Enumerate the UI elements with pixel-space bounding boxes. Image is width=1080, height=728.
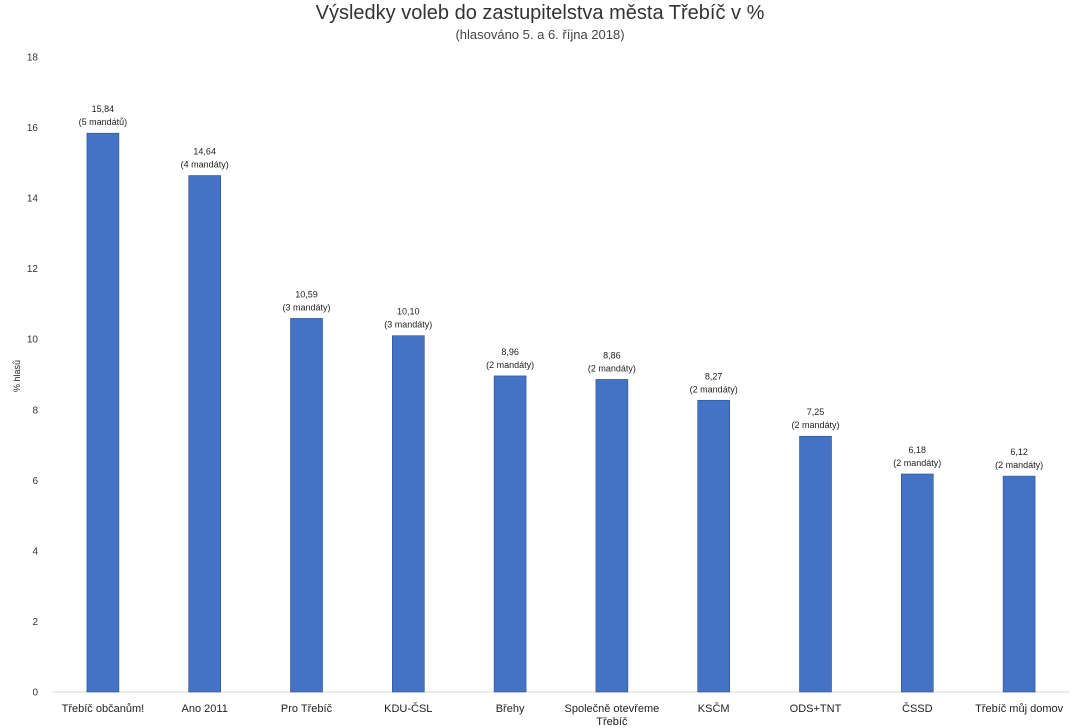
data-label-seats: (3 mandáty) — [384, 320, 432, 330]
bar — [290, 318, 323, 693]
data-label-value: 6,18 — [909, 445, 927, 455]
y-tick-label: 2 — [32, 617, 38, 628]
category-label: Ano 2011 — [182, 703, 228, 715]
y-tick-label: 8 — [32, 405, 38, 416]
bar — [493, 375, 527, 693]
y-tick-label: 14 — [27, 194, 39, 205]
data-label-value: 7,25 — [807, 407, 825, 417]
data-label-value: 14,64 — [193, 147, 216, 157]
category-label: Třebíč občanům! — [62, 703, 145, 715]
data-label-seats: (2 mandáty) — [588, 363, 636, 373]
category-labels: Třebíč občanům! Ano 2011 Pro Třebíč KDU-ČSL… — [62, 702, 1064, 728]
data-label-seats: (2 mandáty) — [791, 420, 839, 430]
bar — [1002, 475, 1036, 693]
y-tick-label: 0 — [32, 688, 38, 699]
bar — [391, 335, 425, 693]
category-label: Pro Třebíč — [281, 703, 333, 715]
y-tick-label: 6 — [32, 476, 38, 487]
category-label: Společně otevřeme Třebíč — [565, 703, 660, 728]
bar — [697, 399, 731, 693]
data-label-value: 10,10 — [397, 307, 420, 317]
data-label-value: 8,27 — [705, 371, 723, 381]
data-label-seats: (3 mandáty) — [282, 302, 330, 312]
data-label-seats: (2 mandáty) — [893, 458, 941, 468]
category-label: KSČM — [698, 702, 730, 715]
chart-subtitle: (hlasováno 5. a 6. října 2018) — [455, 27, 625, 42]
data-label-value: 6,12 — [1010, 447, 1028, 457]
data-label-value: 15,84 — [92, 104, 115, 114]
y-axis-label: % hlasů — [12, 360, 22, 392]
category-label: ODS+TNT — [790, 703, 842, 715]
bar — [900, 473, 934, 693]
bar — [188, 175, 221, 693]
data-label-seats: (4 mandáty) — [181, 160, 229, 170]
data-label-seats: (5 mandátů) — [79, 117, 128, 127]
chart-title: Výsledky voleb do zastupitelstva města T… — [315, 2, 765, 24]
bar — [799, 435, 832, 693]
bar — [595, 379, 629, 693]
bars — [86, 132, 1036, 693]
data-label-value: 8,96 — [501, 347, 519, 357]
data-label-value: 8,86 — [603, 350, 621, 360]
y-axis: 0 2 4 6 8 10 12 14 16 18 — [27, 53, 39, 699]
data-label-seats: (2 mandáty) — [486, 360, 534, 370]
y-tick-label: 18 — [27, 53, 39, 64]
category-label: KDU-ČSL — [384, 702, 432, 715]
data-label-seats: (2 mandáty) — [690, 384, 738, 394]
data-labels: 15,84 (5 mandátů) 14,64 (4 mandáty) 10,59 (3 … — [79, 104, 1043, 470]
category-label: Břehy — [496, 703, 525, 715]
y-tick-label: 16 — [27, 123, 39, 134]
category-label: ČSSD — [902, 702, 933, 715]
data-label-value: 10,59 — [295, 289, 318, 299]
y-tick-label: 12 — [27, 264, 39, 275]
data-label-seats: (2 mandáty) — [995, 460, 1043, 470]
bar — [86, 132, 120, 693]
y-tick-label: 4 — [32, 546, 38, 557]
y-tick-label: 10 — [27, 335, 39, 346]
category-label: Třebíč můj domov — [975, 703, 1064, 715]
